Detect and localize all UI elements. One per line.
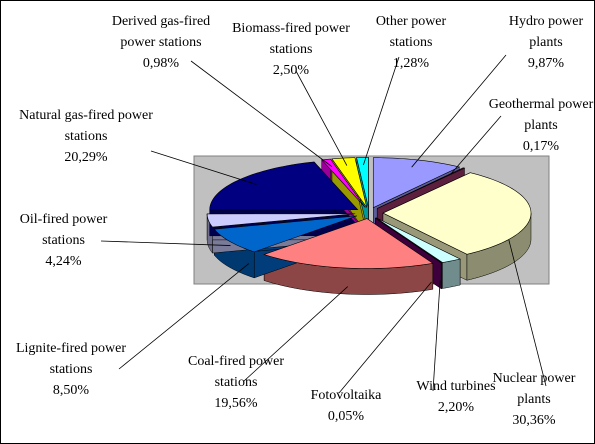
leader-line	[338, 281, 432, 394]
leader-line	[295, 70, 348, 166]
label-name: Wind turbines	[416, 379, 496, 394]
leader-line	[432, 280, 441, 392]
label-name: Coal-fired power stations	[187, 354, 285, 390]
data-label: Biomass-fired power stations 2,50%	[231, 18, 351, 81]
leader-line	[243, 286, 349, 382]
data-label: Hydro power plants 9,87%	[491, 11, 594, 74]
slice	[356, 157, 369, 208]
label-name: Nuclear power plants	[492, 371, 576, 407]
slice	[375, 217, 443, 264]
label-name: Fotovoltaika	[310, 388, 382, 403]
slice	[321, 158, 366, 208]
leader-line	[508, 239, 547, 387]
slice	[206, 213, 356, 228]
leader-line	[100, 240, 231, 246]
label-value: 20,29%	[64, 150, 108, 165]
data-label: Lignite-fired power stations 8,50%	[11, 338, 131, 401]
data-label: Fotovoltaika 0,05%	[301, 385, 391, 427]
data-label: Oil-fired power stations 4,24%	[1, 209, 126, 272]
slice-side	[442, 258, 461, 289]
label-name: Biomass-fired power stations	[232, 21, 350, 57]
slice	[213, 215, 358, 253]
slice	[209, 161, 359, 211]
data-label: Coal-fired power stations 19,56%	[166, 351, 306, 414]
label-value: 2,50%	[272, 63, 310, 78]
leader-line	[118, 263, 250, 370]
label-name: Geothermal power plants	[488, 97, 594, 133]
slice	[263, 218, 434, 269]
slice	[375, 217, 461, 263]
leader-line	[150, 150, 257, 185]
leader-line	[450, 115, 502, 175]
label-value: 4,24%	[45, 254, 82, 269]
label-value: 19,56%	[214, 396, 258, 411]
data-label: Natural gas-fired power stations 20,29%	[11, 105, 161, 168]
leader-line	[411, 54, 507, 168]
label-value: 0,17%	[522, 139, 560, 154]
data-label: Geothermal power plants 0,17%	[486, 94, 594, 157]
label-name: Oil-fired power stations	[19, 212, 108, 248]
label-value: 1,28%	[392, 56, 430, 71]
leader-line	[362, 56, 400, 166]
label-value: 0,05%	[327, 409, 365, 424]
label-value: 0,98%	[142, 56, 180, 71]
label-value: 2,20%	[437, 400, 475, 415]
slice	[382, 172, 532, 255]
leader-line	[190, 60, 333, 167]
slice	[372, 157, 461, 209]
label-value: 30,36%	[512, 413, 556, 428]
slice	[331, 157, 368, 208]
label-name: Lignite-fired power stations	[15, 341, 126, 377]
data-label: Derived gas-fired power stations 0,98%	[101, 11, 221, 74]
label-name: Derived gas-fired power stations	[111, 14, 211, 50]
label-name: Natural gas-fired power stations	[19, 108, 153, 144]
label-value: 8,50%	[52, 383, 90, 398]
data-label: Other power stations 1,28%	[356, 11, 466, 74]
slice	[377, 167, 466, 209]
label-name: Other power stations	[375, 14, 447, 50]
label-value: 9,87%	[527, 56, 565, 71]
label-name: Hydro power plants	[508, 14, 584, 50]
data-label: Nuclear power plants 30,36%	[479, 368, 589, 431]
data-label: Wind turbines 2,20%	[401, 376, 511, 418]
